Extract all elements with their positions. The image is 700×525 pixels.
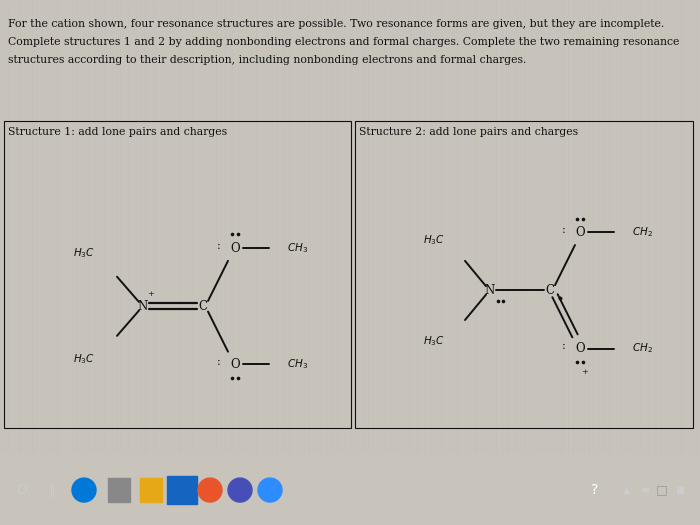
Circle shape xyxy=(72,478,96,502)
Text: ▬: ▬ xyxy=(640,485,650,495)
Text: □: □ xyxy=(656,484,668,497)
Text: O: O xyxy=(575,342,584,355)
Text: G: G xyxy=(206,485,214,495)
Circle shape xyxy=(198,478,222,502)
Bar xyxy=(167,476,197,504)
Text: T: T xyxy=(237,485,244,495)
Text: O: O xyxy=(17,483,27,497)
Text: $H_3C$: $H_3C$ xyxy=(423,334,445,348)
Text: :: : xyxy=(217,357,221,367)
Text: $H_3C$: $H_3C$ xyxy=(73,352,95,366)
Text: ⚿: ⚿ xyxy=(115,483,123,497)
Text: +: + xyxy=(582,368,589,376)
Text: C: C xyxy=(199,300,207,313)
Text: For the cation shown, four resonance structures are possible. Two resonance form: For the cation shown, four resonance str… xyxy=(8,19,664,29)
Text: Structure 2: add lone pairs and charges: Structure 2: add lone pairs and charges xyxy=(359,127,578,136)
Text: 10: 10 xyxy=(174,484,190,497)
Text: O: O xyxy=(230,242,240,255)
Text: :: : xyxy=(562,225,566,235)
Bar xyxy=(108,478,130,502)
Text: $CH_3$: $CH_3$ xyxy=(287,358,308,371)
Text: N: N xyxy=(138,300,148,313)
Text: ‖: ‖ xyxy=(48,483,55,497)
Text: $CH_2$: $CH_2$ xyxy=(632,225,653,239)
Text: $CH_3$: $CH_3$ xyxy=(287,242,308,255)
Bar xyxy=(355,121,693,428)
Text: Complete structures 1 and 2 by adding nonbonding electrons and formal charges. C: Complete structures 1 and 2 by adding no… xyxy=(8,37,680,47)
Text: O: O xyxy=(230,358,240,371)
Text: O: O xyxy=(575,226,584,239)
Text: :: : xyxy=(217,241,221,251)
Text: N: N xyxy=(485,284,495,297)
Text: ■: ■ xyxy=(676,485,685,495)
Text: C: C xyxy=(545,284,554,297)
Text: Structure 1: add lone pairs and charges: Structure 1: add lone pairs and charges xyxy=(8,127,227,136)
Circle shape xyxy=(228,478,252,502)
Circle shape xyxy=(258,478,282,502)
Text: ▲: ▲ xyxy=(623,485,631,495)
Text: Z: Z xyxy=(267,485,273,495)
Text: ?: ? xyxy=(592,483,598,497)
Text: e: e xyxy=(80,484,88,497)
Text: +: + xyxy=(148,290,155,298)
Text: :: : xyxy=(562,341,566,351)
Text: $CH_2$: $CH_2$ xyxy=(632,342,653,355)
Text: $H_3C$: $H_3C$ xyxy=(423,233,445,247)
Bar xyxy=(140,478,162,502)
Text: structures according to their description, including nonbonding electrons and fo: structures according to their descriptio… xyxy=(8,55,526,65)
Text: $H_3C$: $H_3C$ xyxy=(73,247,95,260)
Bar xyxy=(4,121,351,428)
